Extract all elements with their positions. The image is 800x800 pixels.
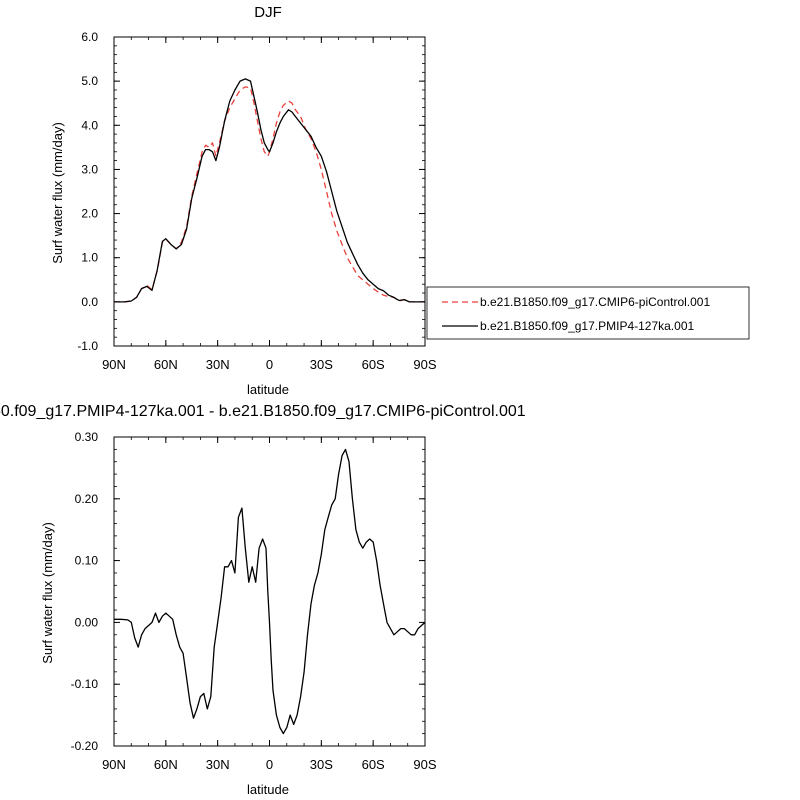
legend: b.e21.B1850.f09_g17.CMIP6-piControl.001 … (426, 286, 750, 340)
bottom-ylabel: Surf water flux (mm/day) (40, 522, 55, 664)
top-ytick-label: 4.0 (81, 118, 98, 132)
top-xtick-label: 90N (102, 357, 126, 372)
top-ytick-label: -1.0 (77, 339, 98, 353)
bottom-ytick-label: 0.00 (75, 615, 99, 629)
top-axes: 90N 60N 30N 0 30S 60S 90S -1.0 0.0 1.0 2.0 3.0 4.0 5.… (77, 30, 437, 372)
top-ytick-label: 2.0 (81, 207, 98, 221)
bottom-ytick-label: 0.10 (75, 554, 99, 568)
top-ytick-label: 6.0 (81, 30, 98, 44)
bottom-ytick-label: 0.30 (75, 430, 99, 444)
bottom-xtick-label: 90N (102, 757, 126, 772)
bottom-xlabel: latitude (247, 782, 289, 797)
top-lines (114, 78, 425, 303)
top-xlabel: latitude (247, 382, 289, 397)
top-series-line-1 (114, 78, 425, 303)
top-panel: DJF Surf water flux (mm/day) latitude 90… (50, 4, 437, 397)
bottom-lines (114, 448, 426, 735)
top-plot-frame (113, 36, 426, 347)
top-xtick-label: 30S (310, 357, 333, 372)
bottom-axes: 90N 60N 30N 0 30S 60S 90S -0.20 -0.10 0.00 0.10 0.2… (71, 430, 437, 772)
top-ytick-label: 5.0 (81, 74, 98, 88)
top-series-line-0 (114, 86, 425, 303)
legend-label-picontrol: b.e21.B1850.f09_g17.CMIP6-piControl.001 (480, 295, 710, 309)
bottom-panel: b.e21.B1850.f09_g17.PMIP4-127ka.001 - b.… (0, 403, 526, 797)
top-ytick-label: 3.0 (81, 162, 98, 176)
bottom-ytick-label: -0.10 (71, 677, 99, 691)
bottom-ytick-label: 0.20 (75, 492, 99, 506)
bottom-series-line-0 (114, 448, 426, 735)
top-ytick-label: 1.0 (81, 251, 98, 265)
bottom-ytick-label: -0.20 (71, 739, 99, 753)
legend-box (426, 286, 750, 340)
bottom-xtick-label: 90S (413, 757, 436, 772)
top-ylabel: Surf water flux (mm/day) (50, 122, 65, 264)
bottom-xtick-label: 30S (310, 757, 333, 772)
legend-label-127ka: b.e21.B1850.f09_g17.PMIP4-127ka.001 (480, 319, 694, 333)
top-xtick-label: 90S (413, 357, 436, 372)
top-ytick-label: 0.0 (81, 295, 98, 309)
top-xtick-label: 60S (362, 357, 385, 372)
bottom-title: b.e21.B1850.f09_g17.PMIP4-127ka.001 - b.… (0, 403, 526, 420)
bottom-xtick-label: 30N (206, 757, 230, 772)
bottom-xtick-label: 60N (154, 757, 178, 772)
bottom-plot-frame (113, 436, 426, 747)
top-xtick-label: 60N (154, 357, 178, 372)
top-xtick-label: 0 (266, 357, 273, 372)
bottom-xtick-label: 60S (362, 757, 385, 772)
bottom-xtick-label: 0 (266, 757, 273, 772)
top-title: DJF (254, 4, 282, 21)
top-xtick-label: 30N (206, 357, 230, 372)
